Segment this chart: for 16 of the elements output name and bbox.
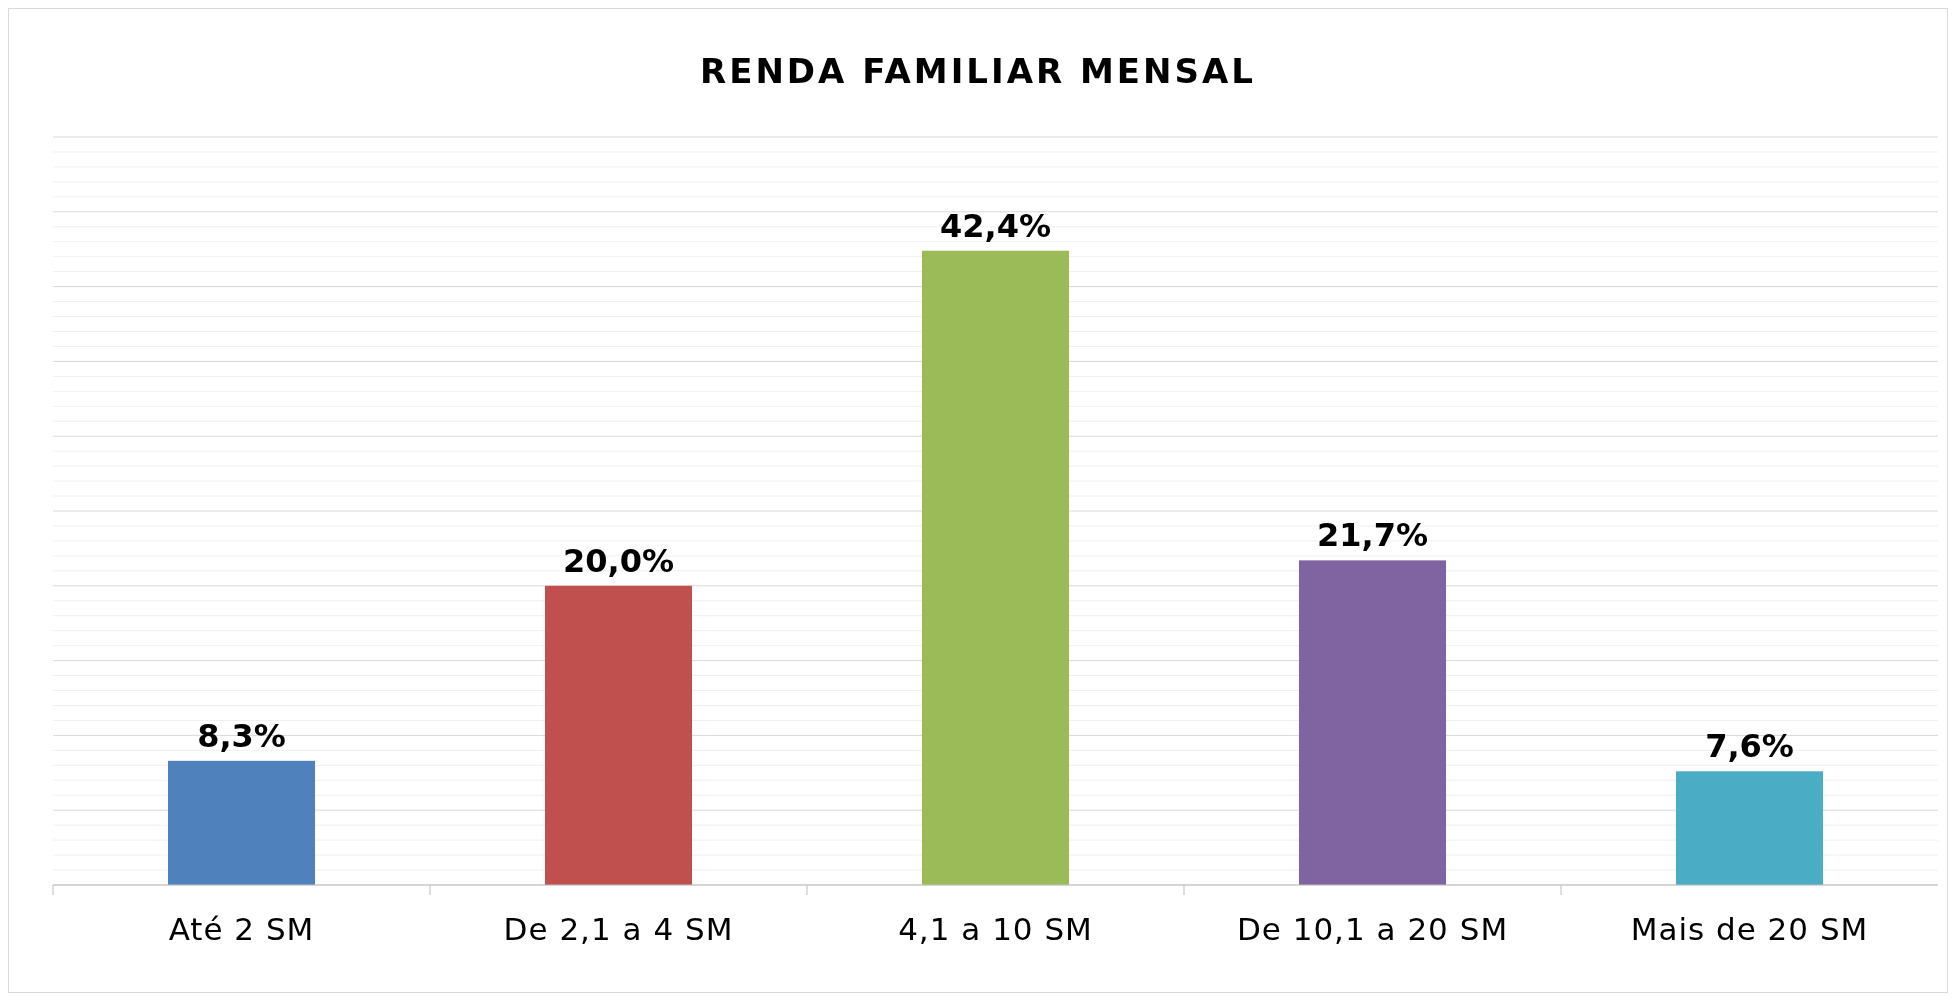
data-label: 21,7% <box>1316 516 1429 555</box>
bar <box>1675 771 1824 885</box>
x-tick-label: De 2,1 a 4 SM <box>503 911 734 947</box>
data-label: 8,3% <box>197 716 286 755</box>
bar <box>544 585 693 885</box>
chart-title: RENDA FAMILIAR MENSAL <box>700 51 1256 91</box>
data-label: 42,4% <box>939 206 1052 245</box>
data-label: 7,6% <box>1705 727 1794 766</box>
x-tick-label: De 10,1 a 20 SM <box>1236 911 1509 947</box>
bar <box>1298 560 1447 885</box>
data-label: 20,0% <box>562 541 675 580</box>
x-tick-label: Até 2 SM <box>168 911 315 947</box>
x-tick-label: Mais de 20 SM <box>1630 911 1869 947</box>
bar <box>921 250 1070 885</box>
x-tick-label: 4,1 a 10 SM <box>898 911 1093 947</box>
bar <box>167 760 316 885</box>
